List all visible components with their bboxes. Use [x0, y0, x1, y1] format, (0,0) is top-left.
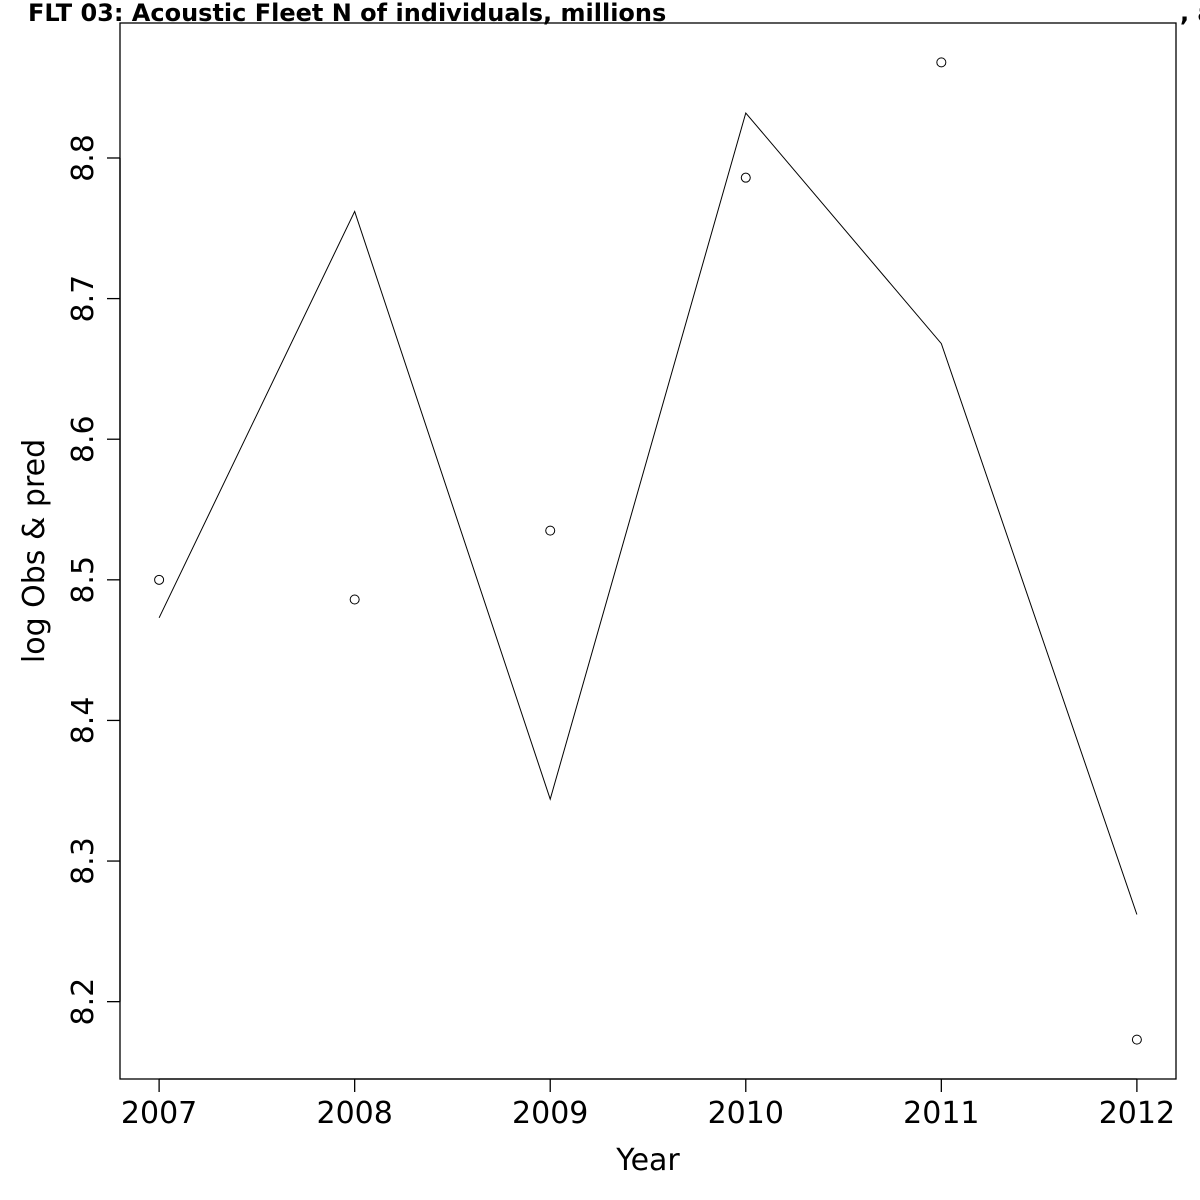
y-tick-label: 8.7	[66, 275, 101, 323]
predicted-series	[158, 111, 1138, 915]
y-tick-label: 8.6	[66, 415, 101, 463]
x-tick-label: 2012	[1099, 1096, 1175, 1131]
observed-point	[349, 594, 360, 605]
y-axis-title: log Obs & pred	[17, 439, 52, 663]
predicted-line	[158, 111, 1138, 915]
y-tick-label: 8.3	[66, 837, 101, 885]
x-tick-label: 2009	[512, 1096, 588, 1131]
y-tick-label: 8.8	[66, 134, 101, 182]
y-tick-label: 8.5	[66, 556, 101, 604]
x-tick-label: 2010	[708, 1096, 784, 1131]
x-tick-label: 2011	[903, 1096, 979, 1131]
x-axis-title: Year	[615, 1143, 680, 1178]
y-axis: 8.2 8.3 8.4 8.5 8.6 8.7 8.8	[66, 134, 121, 1026]
y-tick-label: 8.2	[66, 978, 101, 1026]
observed-point	[154, 574, 165, 585]
x-tick-label: 2007	[121, 1096, 197, 1131]
observed-point	[936, 57, 947, 68]
x-axis: 2007 2008 2009 2010 2011 2012	[121, 1078, 1175, 1131]
x-tick-label: 2008	[316, 1096, 392, 1131]
plot-frame	[119, 22, 1177, 1080]
observed-point	[545, 525, 556, 536]
chart-title-suffix: , a	[1180, 0, 1200, 27]
observed-series	[154, 57, 1142, 1045]
observed-point	[1131, 1034, 1142, 1045]
observed-point	[740, 172, 751, 183]
y-tick-label: 8.4	[66, 697, 101, 745]
